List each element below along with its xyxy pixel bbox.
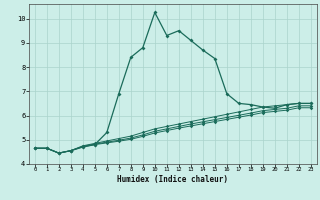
X-axis label: Humidex (Indice chaleur): Humidex (Indice chaleur) — [117, 175, 228, 184]
